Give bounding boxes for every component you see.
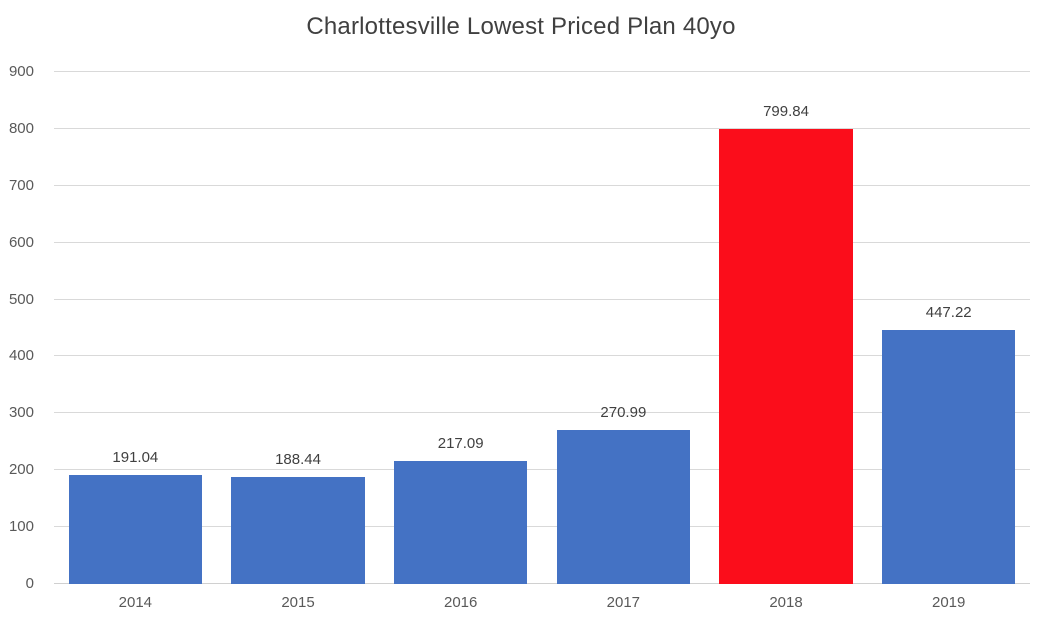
gridline	[54, 298, 1030, 300]
bar-category-2017: 270.99	[542, 72, 705, 584]
bar-category-2016: 217.09	[379, 72, 542, 584]
bars-container: 191.04 188.44 217.09 270.99 799.84 447.22	[54, 72, 1030, 584]
y-axis: 0 100 200 300 400 500 600 700 800 900	[0, 63, 42, 592]
bar-category-2014: 191.04	[54, 72, 217, 584]
bar-category-2019: 447.22	[867, 72, 1030, 584]
gridline	[54, 241, 1030, 243]
bar-2014	[68, 475, 203, 584]
bar-category-2015: 188.44	[217, 72, 380, 584]
x-axis: 2014 2015 2016 2017 2018 2019	[54, 594, 1030, 611]
gridline	[54, 412, 1030, 414]
y-axis-tick-label: 800	[8, 119, 34, 137]
y-axis-tick-label: 500	[8, 290, 34, 308]
x-axis-label: 2014	[118, 594, 153, 611]
plot-area: 191.04 188.44 217.09 270.99 799.84 447.22	[54, 71, 1030, 584]
gridline	[54, 127, 1030, 129]
bar-value-label: 191.04	[112, 449, 159, 467]
y-axis-tick-label: 700	[8, 176, 34, 194]
y-axis-tick-label: 0	[25, 575, 34, 592]
gridline	[54, 469, 1030, 471]
bar-2015	[231, 476, 365, 584]
gridline	[54, 526, 1030, 528]
bar-2019	[881, 329, 1016, 584]
y-axis-tick-label: 300	[8, 404, 34, 422]
x-axis-label: 2019	[932, 594, 966, 611]
x-axis-line	[54, 583, 1030, 584]
gridline	[54, 71, 1030, 72]
bar-2017	[556, 429, 691, 584]
y-axis-tick-label: 200	[8, 461, 34, 479]
bar-value-label: 447.22	[925, 303, 972, 321]
y-axis-tick-label: 900	[8, 63, 34, 80]
x-axis-label: 2018	[769, 594, 803, 611]
bar-category-2018: 799.84	[705, 72, 868, 584]
gridline	[54, 184, 1030, 186]
x-axis-label: 2017	[606, 594, 641, 611]
y-axis-tick-label: 600	[8, 233, 34, 251]
y-axis-tick-label: 400	[8, 347, 34, 365]
bar-value-label: 270.99	[600, 403, 647, 421]
bar-2018	[719, 128, 853, 584]
bar-value-label: 217.09	[437, 434, 484, 452]
bar-value-label: 799.84	[763, 102, 809, 120]
bar-2016	[393, 460, 528, 584]
y-axis-tick-label: 100	[8, 518, 34, 536]
x-axis-label: 2015	[281, 594, 315, 611]
bar-value-label: 188.44	[275, 450, 321, 468]
gridline	[54, 355, 1030, 357]
x-axis-label: 2016	[443, 594, 478, 611]
chart-title: Charlottesville Lowest Priced Plan 40yo	[306, 13, 736, 40]
